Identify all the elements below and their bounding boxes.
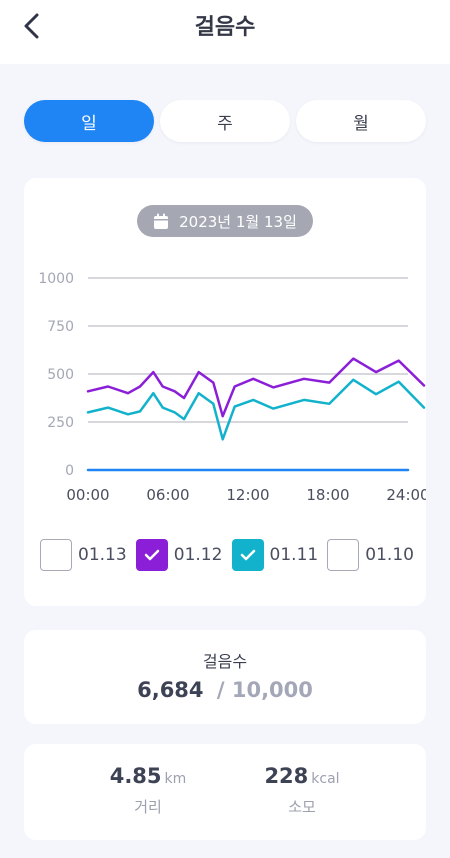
legend-checkbox[interactable] [40,539,72,571]
steps-values: 6,684 / 10,000 [24,678,426,702]
steps-title: 걸음수 [202,652,248,671]
legend-checkbox[interactable] [135,539,168,571]
y-tick-label: 1000 [38,271,74,287]
date-label: 2023년 1월 13일 [179,212,297,231]
calories-value: 228 [264,764,309,788]
tab-month[interactable]: 월 [296,100,426,142]
legend-label: 01.12 [173,545,223,565]
x-tick-label: 00:00 [66,486,109,504]
steps-current: 6,684 [137,678,204,702]
legend-label: 01.10 [365,545,414,565]
legend-item-0112[interactable]: 01.12 [135,539,223,571]
series-line-01.12 [86,357,426,418]
distance-label: 거리 [134,798,162,816]
legend-checkbox[interactable] [231,539,264,571]
activity-stats-card: 4.85 km 거리 228 kcal 소모 [24,744,426,840]
legend-label: 01.13 [78,545,127,565]
x-tick-label: 24:00 [386,486,426,504]
check-icon [144,549,160,561]
distance-value: 4.85 [109,764,162,788]
date-selector[interactable]: 2023년 1월 13일 [137,205,313,237]
tab-week[interactable]: 주 [160,100,290,142]
y-tick-label: 500 [47,367,74,383]
chevron-left-icon [24,13,39,39]
y-tick-label: 250 [47,415,74,431]
legend-checkbox[interactable] [327,539,360,571]
y-tick-label: 750 [47,319,74,335]
steps-goal: / 10,000 [216,678,313,702]
distance-stat: 4.85 km 거리 [88,764,208,817]
series-line-01.11 [86,378,426,441]
check-icon [240,549,255,561]
steps-line-chart: 1000 750 500 250 0 00:00 06:00 12:00 18:00 24:00 [38,271,426,504]
legend-label: 01.11 [269,545,319,565]
y-tick-label: 0 [65,463,74,479]
x-tick-label: 18:00 [306,486,349,504]
chart-card: 2023년 1월 13일 1000 750 500 250 0 00:00 06:00 12:… [24,178,426,606]
chart-legend: 01.13 01.12 01.11 01.10 [40,538,414,572]
back-button[interactable] [14,8,50,44]
legend-item-0110[interactable]: 01.10 [327,539,414,571]
distance-unit: km [164,771,187,787]
page-title: 걸음수 [194,15,256,40]
steps-summary-card: 걸음수 6,684 / 10,000 [24,630,426,724]
period-tabs: 일 주 월 [24,100,426,144]
legend-item-0113[interactable]: 01.13 [40,539,127,571]
calories-unit: kcal [311,771,340,787]
tab-day[interactable]: 일 [24,100,154,142]
calories-label: 소모 [288,798,316,816]
x-tick-label: 06:00 [146,486,189,504]
calendar-icon [154,213,169,229]
legend-item-0111[interactable]: 01.11 [231,539,319,571]
app-header: 걸음수 [0,0,450,64]
x-tick-label: 12:00 [226,486,269,504]
calories-stat: 228 kcal 소모 [242,764,362,817]
